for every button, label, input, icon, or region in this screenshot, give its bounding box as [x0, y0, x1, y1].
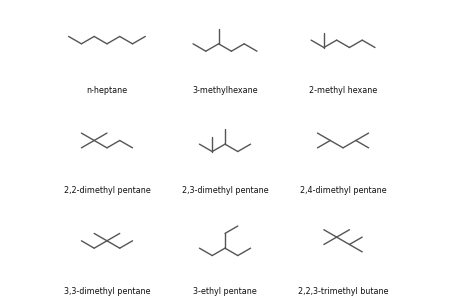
Text: 2,4-dimethyl pentane: 2,4-dimethyl pentane: [300, 186, 387, 195]
Text: 3,3-dimethyl pentane: 3,3-dimethyl pentane: [64, 287, 150, 296]
Text: 2,2-dimethyl pentane: 2,2-dimethyl pentane: [63, 186, 150, 195]
Text: 3-ethyl pentane: 3-ethyl pentane: [193, 287, 257, 296]
Text: 2-methyl hexane: 2-methyl hexane: [309, 86, 377, 95]
Text: 2,2,3-trimethyl butane: 2,2,3-trimethyl butane: [298, 287, 388, 296]
Text: n-heptane: n-heptane: [86, 86, 127, 95]
Text: 2,3-dimethyl pentane: 2,3-dimethyl pentane: [182, 186, 268, 195]
Text: 3-methylhexane: 3-methylhexane: [192, 86, 258, 95]
